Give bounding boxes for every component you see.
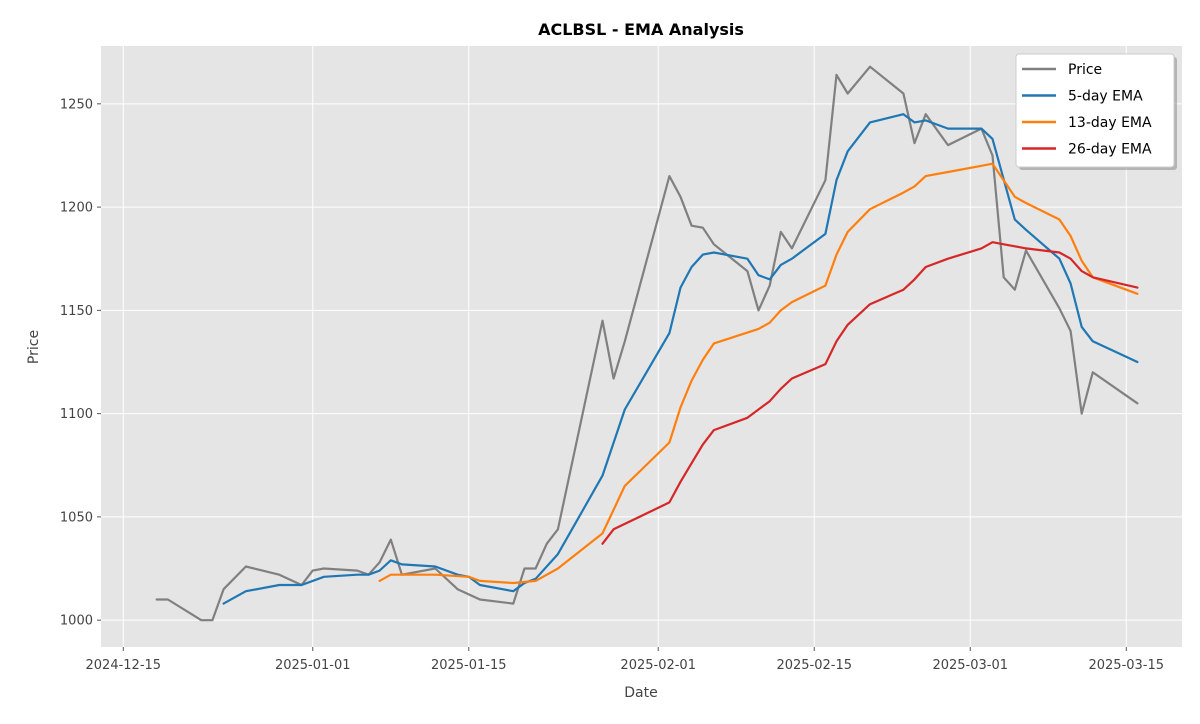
x-tick-label: 2024-12-15: [86, 658, 162, 673]
y-tick-label: 1250: [60, 97, 93, 112]
series-line-5-day-ema: [222, 113, 1139, 605]
series-lines: [155, 65, 1139, 622]
plot-area: [101, 46, 1182, 647]
x-tick-label: 2025-01-15: [431, 658, 507, 673]
x-tick-label: 2025-01-01: [275, 658, 351, 673]
series-line-26-day-ema: [601, 241, 1139, 545]
chart-title: ACLBSL - EMA Analysis: [538, 20, 744, 39]
y-tick-label: 1050: [60, 510, 93, 525]
series-line-13-day-ema: [378, 162, 1139, 585]
y-tick-label: 1200: [60, 201, 93, 216]
series-line-price: [155, 65, 1139, 622]
axes: 2024-12-15 2025-01-01 2025-01-15 2025-02-01…: [60, 97, 1164, 673]
y-tick-label: 1150: [60, 304, 93, 319]
legend-label: 5-day EMA: [1068, 89, 1143, 105]
legend-box: [1015, 53, 1175, 168]
legend: Price 5-day EMA 13-day EMA 26-day EMA: [1015, 53, 1177, 170]
y-axis-label: Price: [26, 330, 42, 364]
legend-label: 13-day EMA: [1068, 115, 1152, 131]
grid-lines: [101, 46, 1182, 647]
y-tick-label: 1100: [60, 407, 93, 422]
x-tick-label: 2025-03-15: [1088, 658, 1164, 673]
x-tick-label: 2025-02-15: [776, 658, 852, 673]
legend-label: 26-day EMA: [1068, 142, 1152, 158]
x-tick-label: 2025-02-01: [620, 658, 696, 673]
x-tick-label: 2025-03-01: [932, 658, 1008, 673]
x-axis-label: Date: [624, 685, 657, 701]
legend-label: Price: [1068, 62, 1102, 78]
y-tick-label: 1000: [60, 614, 93, 629]
